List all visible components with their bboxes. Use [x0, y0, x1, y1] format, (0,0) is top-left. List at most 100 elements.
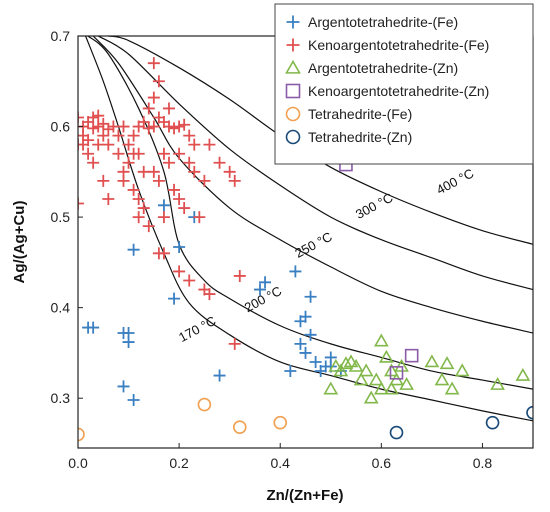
- data-point-s1-67: [97, 174, 110, 187]
- data-point-s4-3: [273, 415, 288, 430]
- data-point-s2-12: [384, 381, 399, 395]
- isotherm-label-0: 400 °C: [434, 165, 476, 197]
- data-point-s1-18: [122, 138, 135, 151]
- data-point-s1-64: [233, 269, 246, 282]
- data-point-s1-32: [142, 102, 155, 115]
- data-point-s1-61: [183, 274, 196, 287]
- data-point-s1-75: [193, 211, 206, 224]
- data-point-s1-71: [137, 202, 150, 215]
- legend-label-2: Argentotetrahedrite-(Zn): [308, 60, 458, 76]
- data-point-s1-76: [178, 202, 191, 215]
- data-point-s0-11: [168, 292, 181, 305]
- data-point-s1-35: [147, 57, 160, 70]
- data-point-s1-17: [117, 120, 130, 133]
- data-point-s1-19: [127, 129, 140, 142]
- data-point-s1-12: [92, 109, 105, 122]
- legend-marker-0: [286, 15, 300, 29]
- data-point-s1-47: [173, 147, 186, 160]
- legend-label-3: Kenoargentotetrahedrite-(Zn): [308, 83, 489, 99]
- data-point-s1-27: [168, 122, 181, 135]
- data-point-s4-1: [197, 397, 212, 412]
- data-point-s2-14: [394, 358, 409, 372]
- data-point-s2-16: [424, 354, 440, 368]
- data-point-s1-28: [173, 120, 186, 133]
- data-point-s0-14: [259, 276, 272, 289]
- data-point-s0-7: [127, 243, 140, 256]
- data-point-s1-34: [152, 75, 165, 88]
- data-point-s0-9: [173, 240, 186, 253]
- y-tick-label: 0.6: [51, 119, 71, 135]
- data-point-s1-49: [188, 165, 201, 178]
- points-layer: [78, 57, 533, 442]
- legend: Argentotetrahedrite-(Fe) Kenoargentotetra…: [274, 3, 534, 165]
- data-point-s2-1: [328, 358, 344, 372]
- data-point-s1-42: [132, 192, 145, 205]
- data-point-s2-5: [348, 358, 364, 372]
- legend-label-4: Tetrahedrite-(Fe): [308, 106, 412, 122]
- legend-marker-1: [286, 38, 300, 52]
- data-point-s1-77: [87, 156, 100, 169]
- isotherm-line-1: [97, 36, 533, 291]
- data-point-s0-6: [127, 394, 140, 407]
- data-point-s1-52: [213, 156, 226, 169]
- isotherm-line-2: [92, 36, 533, 334]
- data-point-s1-26: [163, 120, 175, 133]
- data-point-s2-22: [515, 367, 531, 381]
- data-point-s0-20: [299, 346, 312, 359]
- data-point-s1-0: [78, 111, 84, 124]
- data-point-s4-2: [232, 420, 247, 434]
- data-point-s2-24: [384, 363, 399, 377]
- x-tick-label: 0.6: [372, 455, 392, 471]
- data-point-s1-22: [142, 122, 155, 135]
- data-point-s1-50: [198, 174, 211, 187]
- data-point-s1-4: [92, 120, 105, 133]
- data-point-s1-5: [97, 117, 110, 130]
- data-point-s1-69: [132, 211, 145, 224]
- data-point-s1-38: [137, 165, 150, 178]
- data-point-s0-28: [284, 365, 297, 378]
- data-point-s0-4: [122, 336, 135, 349]
- y-tick-label: 0.7: [51, 28, 71, 44]
- data-point-s5-2: [526, 405, 533, 420]
- data-point-s1-10: [78, 138, 90, 151]
- data-point-s3-2: [404, 348, 419, 363]
- y-tick-label: 0.4: [51, 300, 71, 316]
- data-point-s2-4: [343, 354, 359, 368]
- x-tick-label: 0.8: [473, 455, 493, 471]
- y-tick-label: 0.3: [51, 390, 71, 406]
- data-point-s1-43: [147, 165, 160, 178]
- data-point-s1-45: [163, 156, 175, 169]
- isotherm-label-1: 300 °C: [353, 190, 395, 222]
- data-point-s1-23: [147, 120, 160, 133]
- data-point-s1-53: [223, 165, 236, 178]
- data-point-s1-55: [168, 183, 181, 196]
- data-point-s0-8: [157, 199, 170, 212]
- data-point-s1-30: [183, 129, 196, 142]
- data-point-s2-8: [368, 372, 384, 386]
- isotherm-label-3: 200 °C: [242, 283, 284, 315]
- data-point-s1-78: [92, 138, 105, 151]
- data-point-s1-68: [102, 192, 115, 205]
- data-point-s2-2: [333, 363, 349, 377]
- legend-marker-5: [285, 129, 301, 145]
- legend-label-1: Kenoargentotetrahedrite-(Fe): [308, 37, 489, 53]
- x-tick-label: 0.2: [169, 455, 189, 471]
- data-point-s1-65: [228, 337, 241, 350]
- data-point-s1-72: [117, 165, 130, 178]
- data-point-s5-1: [485, 415, 500, 430]
- data-point-s1-3: [87, 122, 100, 135]
- data-point-s0-16: [304, 290, 317, 303]
- data-point-s1-15: [102, 138, 115, 151]
- data-point-s0-1: [87, 321, 100, 334]
- data-point-s1-74: [107, 120, 120, 133]
- legend-marker-3: [285, 83, 301, 99]
- y-axis-label: Ag/(Ag+Cu): [11, 201, 28, 284]
- data-point-s1-33: [147, 91, 160, 104]
- data-point-s2-6: [358, 363, 374, 377]
- data-point-s1-36: [163, 102, 175, 115]
- legend-label-5: Tetrahedrite-(Zn): [308, 129, 412, 145]
- data-point-s1-13: [82, 147, 95, 160]
- data-point-s1-60: [173, 265, 186, 278]
